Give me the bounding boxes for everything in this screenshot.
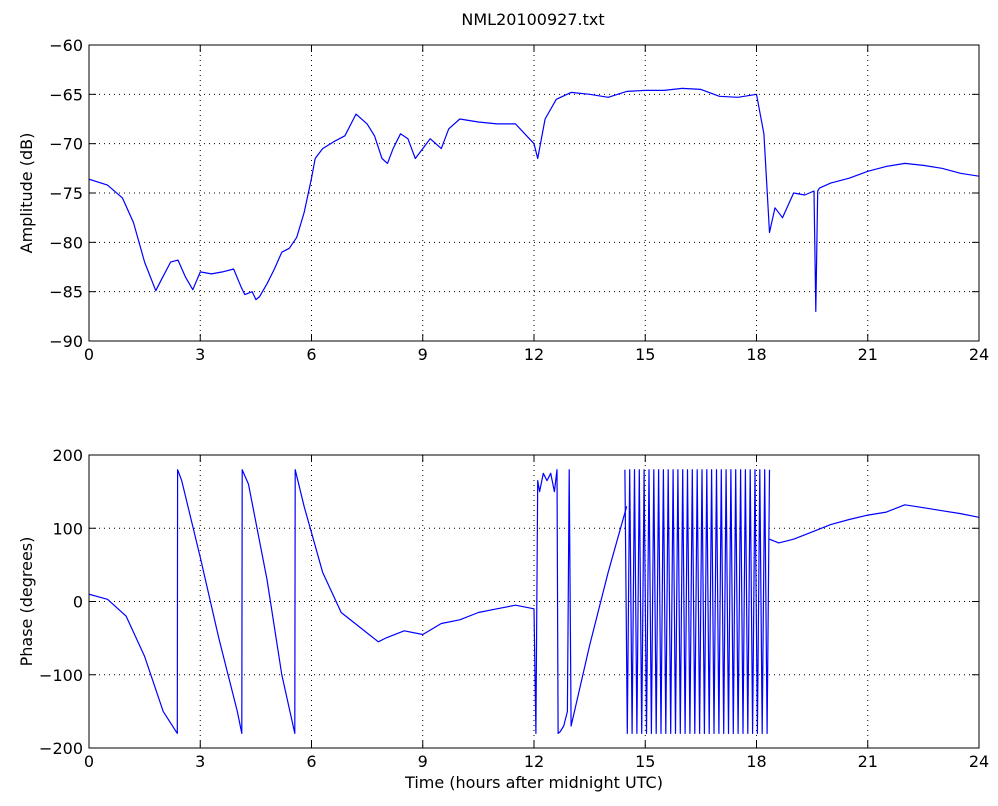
- amplitude-xtick-label: 6: [306, 345, 316, 364]
- phase-panel: 0 3 6 9 12 15 18 21 24 −200 −100 0 100 200 Phase (degr…: [17, 446, 989, 792]
- amplitude-xtick-label: 24: [969, 345, 989, 364]
- phase-xtick-label: 21: [858, 752, 878, 771]
- phase-ytick-label: 100: [52, 519, 83, 538]
- amplitude-ytick-label: −80: [49, 233, 83, 252]
- phase-xtick-label: 24: [969, 752, 989, 771]
- amplitude-y-axis-label: Amplitude (dB): [17, 133, 36, 254]
- phase-xtick-label: 3: [195, 752, 205, 771]
- amplitude-xtick-label: 18: [746, 345, 766, 364]
- phase-xtick-label: 12: [524, 752, 544, 771]
- amplitude-ytick-label: −85: [49, 283, 83, 302]
- phase-oscillation-band: [624, 469, 771, 734]
- phase-ytick-label: 0: [73, 593, 83, 612]
- phase-ytick-label: 200: [52, 446, 83, 465]
- amplitude-xtick-label: 15: [635, 345, 655, 364]
- phase-ytick-label: −100: [39, 666, 83, 685]
- phase-xtick-label: 0: [84, 752, 94, 771]
- phase-xtick-label: 6: [306, 752, 316, 771]
- phase-ytick-label: −200: [39, 739, 83, 758]
- amplitude-xtick-label: 12: [524, 345, 544, 364]
- amplitude-panel: 0 3 6 9 12 15 18 21 24 −90 −85 −80 −75 −70 −65 −60 Ampli…: [17, 36, 989, 364]
- phase-xtick-label: 15: [635, 752, 655, 771]
- phase-xtick-label: 9: [418, 752, 428, 771]
- phase-series-line: [89, 469, 628, 734]
- amplitude-xtick-label: 21: [858, 345, 878, 364]
- amplitude-ytick-label: −75: [49, 184, 83, 203]
- phase-y-axis-label: Phase (degrees): [17, 537, 36, 667]
- amplitude-ytick-label: −60: [49, 36, 83, 55]
- phase-xtick-label: 18: [746, 752, 766, 771]
- amplitude-ytick-label: −90: [49, 332, 83, 351]
- amplitude-xtick-label: 0: [84, 345, 94, 364]
- phase-x-axis-label: Time (hours after midnight UTC): [404, 773, 663, 792]
- amplitude-ytick-label: −70: [49, 135, 83, 154]
- amplitude-xtick-label: 9: [418, 345, 428, 364]
- amplitude-ytick-label: −65: [49, 85, 83, 104]
- amplitude-series-line: [89, 87, 979, 312]
- chart-title: NML20100927.txt: [461, 10, 604, 29]
- amplitude-xtick-label: 3: [195, 345, 205, 364]
- phase-series-line: [769, 504, 979, 544]
